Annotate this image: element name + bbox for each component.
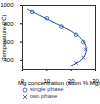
html-text:single phase: single phase xyxy=(30,86,64,92)
svg-text:Temperature (°C): Temperature (°C) xyxy=(1,14,7,60)
svg-text:Mg concentration (atom % Mg): Mg concentration (atom % Mg) xyxy=(18,80,100,86)
svg-text:600: 600 xyxy=(3,39,14,45)
html-text:two phase: two phase xyxy=(30,93,58,99)
svg-text:1000: 1000 xyxy=(0,2,14,8)
svg-text:400: 400 xyxy=(3,57,14,64)
svg-text:800: 800 xyxy=(3,20,14,27)
